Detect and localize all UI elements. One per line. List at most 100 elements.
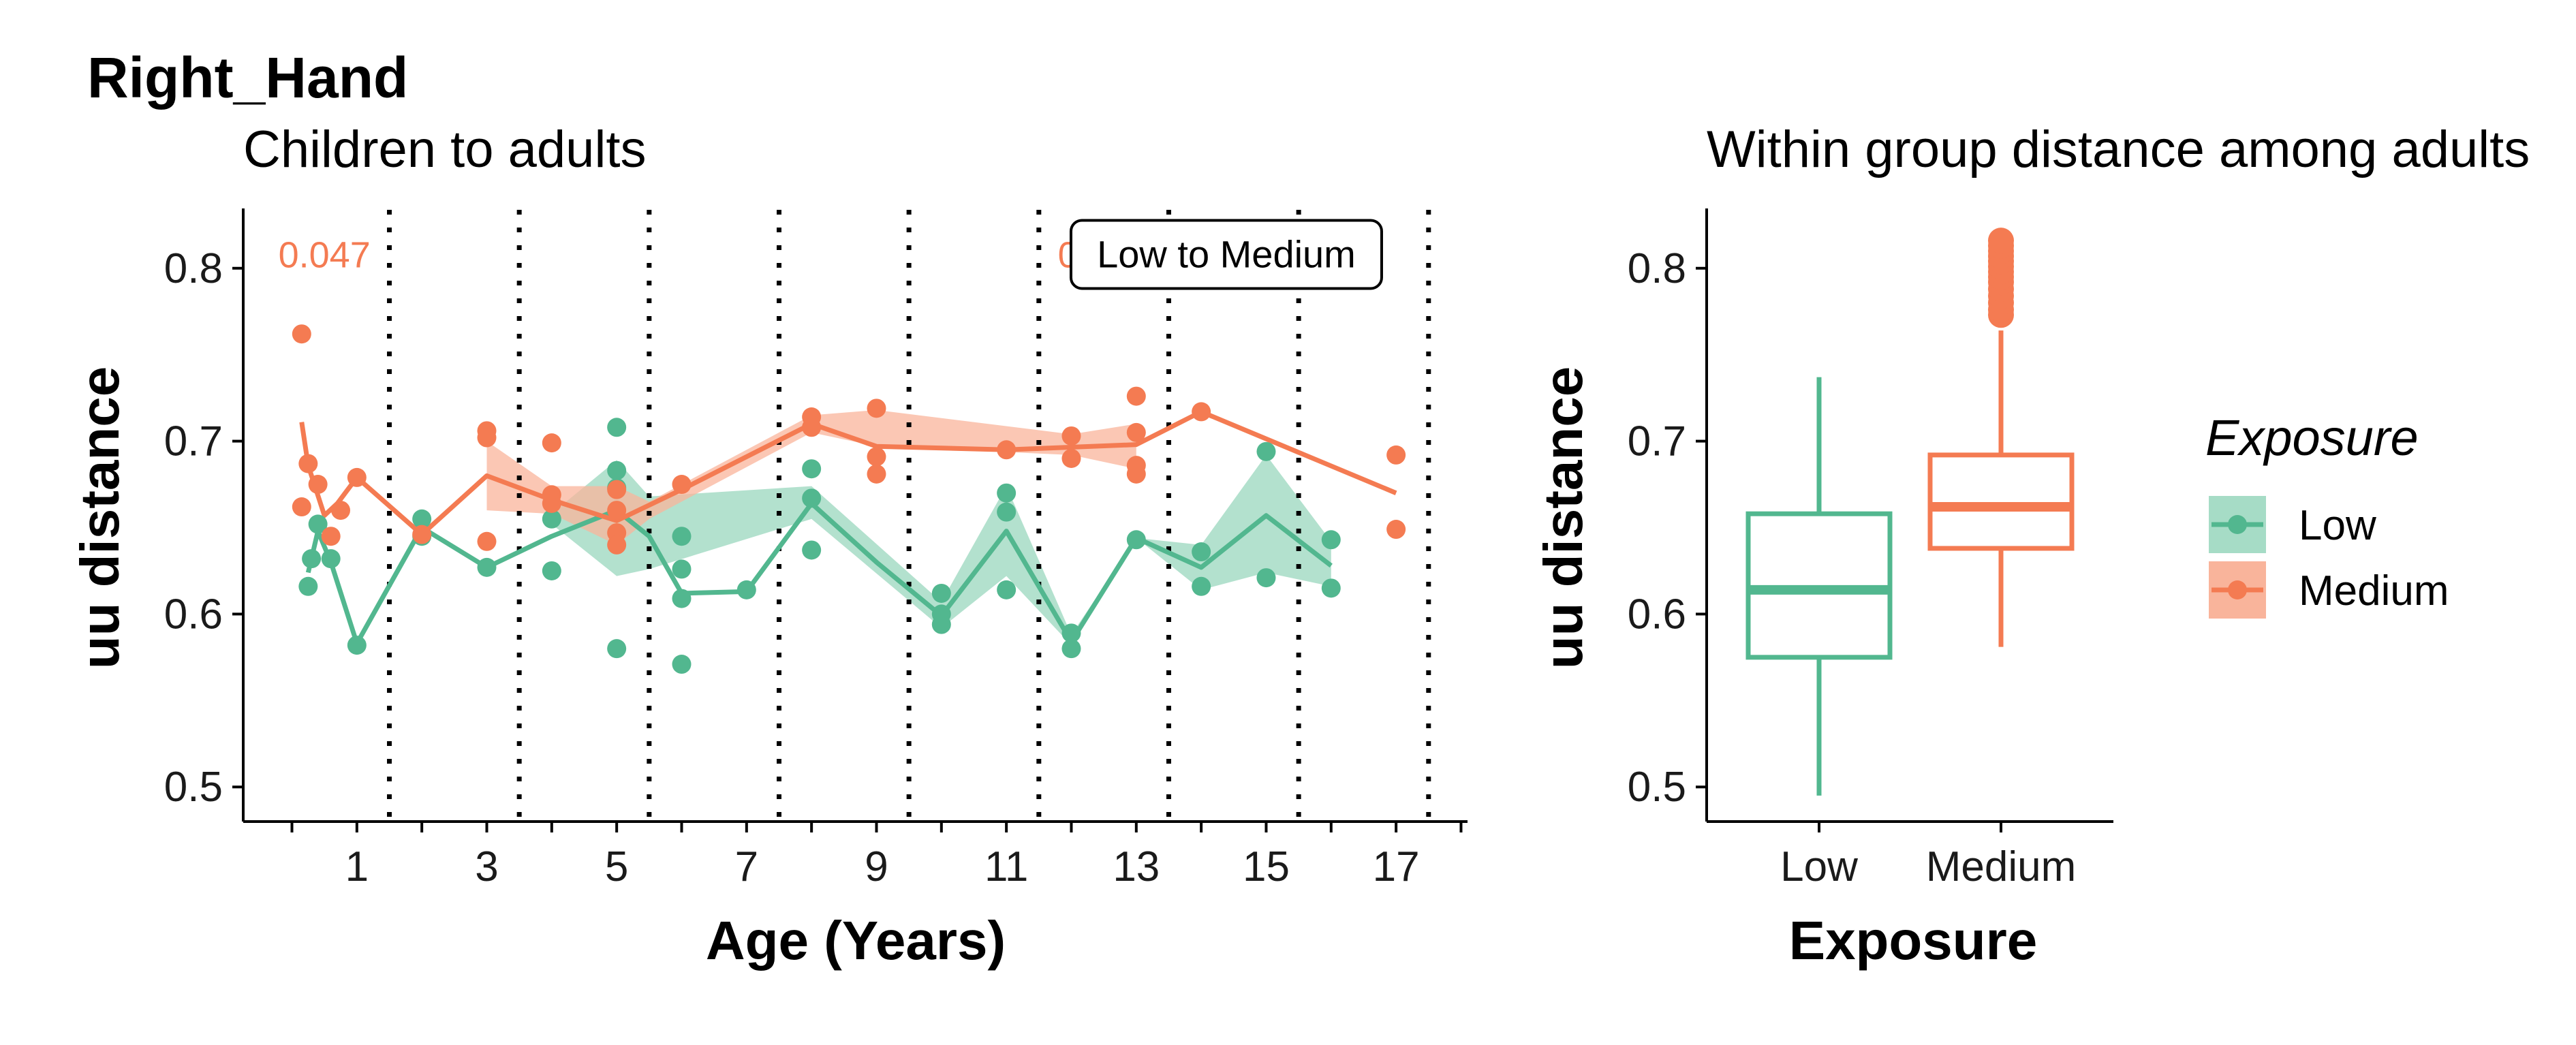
point-low	[736, 580, 756, 599]
point-medium	[607, 480, 627, 499]
point-low	[321, 549, 341, 569]
series-line-medium	[299, 409, 1397, 537]
x-tick-label: Medium	[1926, 843, 2077, 890]
box-medium	[1927, 452, 2075, 551]
point-low	[1256, 441, 1276, 461]
y-tick-label: 0.6	[164, 591, 223, 638]
point-medium	[292, 324, 311, 344]
point-medium	[308, 475, 328, 495]
legend-label-low: Low	[2299, 502, 2376, 549]
axes: 0.5 0.6 0.7 0.8 Low Medium	[1628, 208, 2113, 890]
group-dividers	[386, 210, 1431, 822]
x-tick-label: 7	[735, 843, 758, 890]
point-low	[997, 483, 1017, 503]
point-low	[1192, 542, 1211, 562]
point-medium	[802, 418, 822, 437]
point-low	[412, 509, 432, 529]
point-medium	[1126, 422, 1146, 442]
legend-key-point	[2228, 515, 2247, 534]
point-medium	[867, 399, 886, 418]
point-medium	[542, 493, 561, 513]
ribbon-low	[545, 454, 1331, 646]
point-low	[542, 509, 561, 529]
x-tick-label: 17	[1373, 843, 1420, 890]
comparison-label: Low to Medium	[1097, 232, 1356, 275]
x-tick-label: Low	[1780, 843, 1858, 890]
axes: 0.50.60.70.81 3 5 7 9 11 13 15 17	[164, 208, 1468, 890]
legend-key-point	[2228, 580, 2247, 599]
x-tick-label: 5	[605, 843, 628, 890]
y-tick-label: 0.8	[1628, 245, 1686, 292]
point-low	[607, 639, 627, 659]
point-medium	[477, 428, 497, 448]
point-low	[1061, 623, 1081, 643]
age-panel: Children to adults 0.50.60.70.81 3 5 7 9 11 13…	[69, 121, 1468, 971]
series-lines	[299, 409, 1397, 646]
point-low	[1321, 530, 1341, 550]
series-line-low	[305, 501, 1333, 646]
point-medium	[997, 440, 1017, 460]
point-low	[607, 418, 627, 437]
y-tick-label: 0.8	[164, 245, 223, 292]
point-low	[931, 583, 951, 603]
point-low	[672, 527, 692, 546]
point-medium	[292, 497, 311, 517]
point-medium	[672, 475, 692, 495]
point-low	[542, 561, 561, 580]
x-tick-label: 1	[345, 843, 369, 890]
point-medium	[1061, 448, 1081, 468]
x-axis-title: Age (Years)	[706, 910, 1006, 971]
point-low	[931, 614, 951, 634]
legend-label-medium: Medium	[2299, 567, 2449, 614]
y-axis-title: uu distance	[69, 366, 130, 670]
point-medium	[1192, 402, 1211, 422]
point-low	[997, 502, 1017, 522]
point-low	[302, 549, 322, 569]
point-medium	[298, 454, 318, 473]
point-low	[672, 589, 692, 608]
adult-panel-title: Within group distance among adults	[1707, 121, 2530, 178]
point-low	[1256, 568, 1276, 588]
point-medium	[542, 433, 561, 453]
point-low	[672, 655, 692, 674]
point-medium	[1061, 426, 1081, 446]
point-low	[298, 576, 318, 596]
point-medium	[1126, 386, 1146, 406]
x-tick-label: 13	[1113, 843, 1160, 890]
y-tick-label: 0.7	[164, 418, 223, 465]
point-medium	[607, 535, 627, 555]
point-medium	[330, 501, 350, 520]
point-low	[802, 459, 822, 479]
x-tick-label: 9	[865, 843, 888, 890]
y-tick-label: 0.5	[1628, 764, 1686, 811]
y-axis-title: uu distance	[1533, 366, 1594, 670]
point-low	[997, 580, 1017, 599]
x-tick-label: 3	[475, 843, 498, 890]
x-tick-label: 15	[1243, 843, 1290, 890]
point-medium	[607, 501, 627, 520]
data-points	[292, 324, 1406, 674]
comparison-label-box	[1069, 219, 1383, 290]
p-value-label: 0.047	[279, 234, 371, 275]
point-low	[1061, 639, 1081, 659]
point-medium	[1386, 445, 1406, 465]
point-low	[347, 636, 367, 655]
point-medium	[867, 464, 886, 484]
point-medium	[321, 527, 341, 546]
point-medium	[1126, 464, 1146, 484]
point-low	[308, 514, 328, 534]
point-low	[802, 540, 822, 560]
point-low	[607, 461, 627, 480]
y-tick-label: 0.7	[1628, 418, 1686, 465]
adult-panel: Within group distance among adults 0.5 0.…	[1533, 121, 2530, 971]
point-low	[1126, 530, 1146, 550]
y-tick-label: 0.5	[164, 764, 223, 811]
x-axis-title: Exposure	[1789, 910, 2038, 971]
age-panel-title: Children to adults	[243, 121, 646, 178]
boxplots	[1745, 228, 2075, 796]
legend-title: Exposure	[2205, 409, 2419, 466]
point-medium	[477, 531, 497, 551]
point-low	[477, 557, 497, 577]
